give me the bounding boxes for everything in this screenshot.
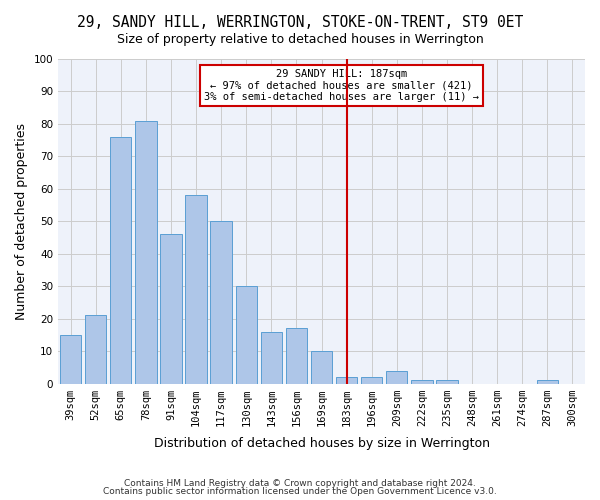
Bar [336, 377, 357, 384]
Bar [211, 222, 232, 384]
Text: Size of property relative to detached houses in Werrington: Size of property relative to detached ho… [116, 32, 484, 46]
Bar [236, 286, 257, 384]
X-axis label: Distribution of detached houses by size in Werrington: Distribution of detached houses by size … [154, 437, 490, 450]
Bar [135, 120, 157, 384]
Text: Contains public sector information licensed under the Open Government Licence v3: Contains public sector information licen… [103, 487, 497, 496]
Bar [260, 332, 282, 384]
Bar [411, 380, 433, 384]
Bar [536, 380, 558, 384]
Bar [60, 335, 81, 384]
Text: 29 SANDY HILL: 187sqm
← 97% of detached houses are smaller (421)
3% of semi-deta: 29 SANDY HILL: 187sqm ← 97% of detached … [204, 68, 479, 102]
Bar [286, 328, 307, 384]
Bar [185, 196, 207, 384]
Bar [85, 316, 106, 384]
Bar [386, 370, 407, 384]
Bar [160, 234, 182, 384]
Y-axis label: Number of detached properties: Number of detached properties [15, 123, 28, 320]
Text: 29, SANDY HILL, WERRINGTON, STOKE-ON-TRENT, ST9 0ET: 29, SANDY HILL, WERRINGTON, STOKE-ON-TRE… [77, 15, 523, 30]
Bar [311, 351, 332, 384]
Bar [110, 137, 131, 384]
Text: Contains HM Land Registry data © Crown copyright and database right 2024.: Contains HM Land Registry data © Crown c… [124, 478, 476, 488]
Bar [436, 380, 458, 384]
Bar [361, 377, 382, 384]
